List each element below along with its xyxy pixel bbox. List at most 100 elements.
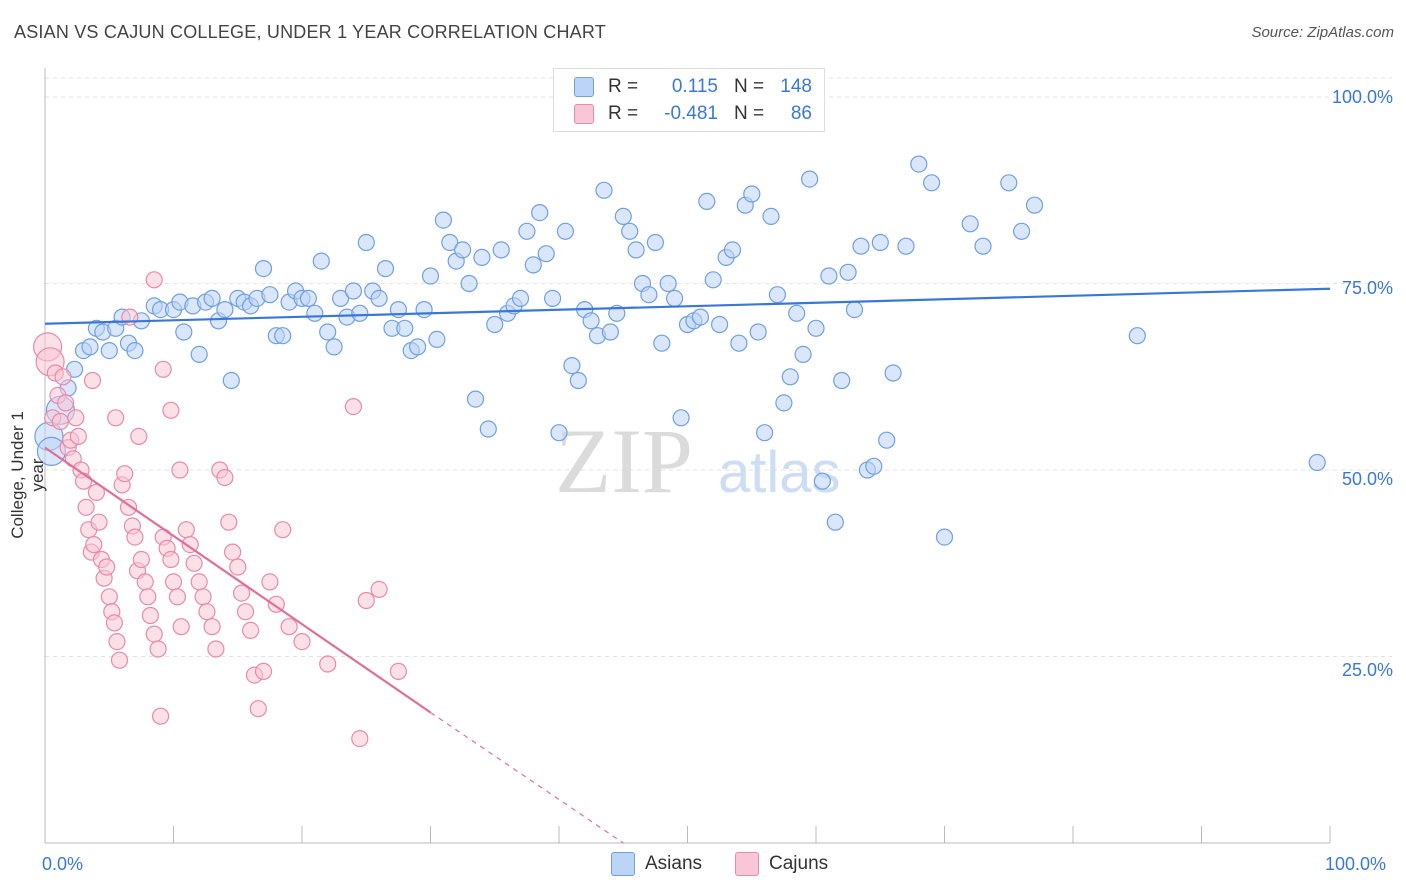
y-tick-label-50: 50.0% xyxy=(1341,469,1393,489)
asians-point xyxy=(762,207,780,225)
asians-point xyxy=(710,315,729,334)
asians-point xyxy=(659,274,677,293)
cajuns-point xyxy=(319,655,337,673)
x-tick-label-100: 100.0% xyxy=(1325,854,1387,874)
cajuns-point xyxy=(233,584,251,602)
cajuns-point xyxy=(249,700,267,718)
asians-point xyxy=(672,409,690,427)
asians-point xyxy=(922,174,941,192)
asians-point xyxy=(531,204,549,222)
grid-lines xyxy=(45,77,1392,657)
asians-point xyxy=(595,181,613,199)
cajuns-point xyxy=(280,618,298,636)
cajuns-point xyxy=(74,472,93,490)
asians-point xyxy=(306,304,324,322)
asians-point xyxy=(730,334,748,352)
cajuns-point xyxy=(185,554,203,572)
asians-point xyxy=(543,289,562,307)
y-tick-label-100: 100.0% xyxy=(1331,87,1393,107)
asians-point xyxy=(845,301,864,319)
cajuns-point xyxy=(344,398,362,416)
asians-point xyxy=(454,241,472,259)
cajuns-point xyxy=(126,528,144,546)
x-tick-label-0: 0.0% xyxy=(42,854,84,874)
legend-n-label: N = xyxy=(734,76,765,97)
asians-point xyxy=(1000,174,1018,192)
asians-point xyxy=(1025,196,1044,214)
asians-point xyxy=(563,357,581,375)
asians-point xyxy=(781,368,799,386)
asians-point xyxy=(698,192,716,210)
cajuns-point xyxy=(236,603,255,621)
asians-point xyxy=(370,289,388,307)
cajuns-point xyxy=(254,662,273,681)
asians-point xyxy=(788,304,806,322)
cajuns-point xyxy=(87,483,106,501)
cajuns-point xyxy=(181,535,199,554)
asians-point xyxy=(621,222,639,240)
cajuns-point xyxy=(69,427,88,445)
asians-point xyxy=(582,312,600,330)
asians-point xyxy=(325,338,343,356)
asians-point xyxy=(833,371,851,390)
legend-n-value: 148 xyxy=(780,76,812,97)
asians-point xyxy=(428,330,446,348)
cajuns-point xyxy=(229,558,247,576)
asians-point xyxy=(614,207,632,225)
cajuns-point xyxy=(261,573,279,591)
asians-point xyxy=(319,323,337,341)
bottom-legend-cajuns[interactable]: Cajuns xyxy=(735,852,828,876)
asians-point xyxy=(537,245,555,263)
cajuns-point xyxy=(389,662,407,681)
bottom-legend-label-asians: Asians xyxy=(645,853,703,874)
cajuns-point xyxy=(149,640,167,658)
legend-n-label: N = xyxy=(734,103,765,124)
bottom-legend-swatch-asians xyxy=(611,852,635,876)
legend-row-asians: R = 0.115 N = 148 xyxy=(574,75,812,99)
asians-point xyxy=(460,274,478,293)
cajuns-point xyxy=(177,521,195,539)
cajuns-point xyxy=(274,521,292,539)
y-tick-label-25: 25.0% xyxy=(1341,660,1393,680)
asians-point xyxy=(434,211,452,229)
asians-point xyxy=(813,472,832,490)
legend-row-cajuns: R = -0.481 N = 86 xyxy=(574,102,812,126)
asians-point xyxy=(511,289,530,307)
asians-point xyxy=(100,342,118,360)
asians-point xyxy=(222,371,240,390)
cajuns-point xyxy=(139,588,157,606)
cajuns-point xyxy=(85,535,103,554)
cajuns-point xyxy=(110,651,129,669)
asians-point xyxy=(175,323,193,341)
cajuns-point xyxy=(54,368,72,386)
asians-point xyxy=(800,170,819,188)
bottom-legend-swatch-cajuns xyxy=(735,852,759,876)
cajuns-point xyxy=(168,588,186,606)
asians-trend-line xyxy=(44,287,1331,325)
cajuns-point xyxy=(83,371,102,390)
cajuns-point xyxy=(77,498,95,516)
asians-point xyxy=(261,286,279,304)
asians-point xyxy=(409,338,427,356)
watermark-zip: ZIP xyxy=(555,410,693,512)
asians-point xyxy=(479,420,497,438)
asians-point xyxy=(839,263,857,281)
asians-point xyxy=(216,301,234,319)
cajuns-point xyxy=(141,606,159,625)
correlation-legend: R = 0.115 N = 148 R = -0.481 N = 86 xyxy=(553,68,825,132)
cajuns-point xyxy=(224,543,242,561)
legend-n-value: 86 xyxy=(790,103,812,124)
cajuns-point xyxy=(164,573,183,591)
asians-point xyxy=(653,334,671,352)
asians-point xyxy=(441,233,459,252)
cajuns-point xyxy=(116,465,134,483)
asians-point xyxy=(357,233,375,252)
asians-point xyxy=(910,155,928,173)
bottom-legend-asians[interactable]: Asians xyxy=(611,852,702,876)
asians-point xyxy=(466,390,485,408)
asians-point xyxy=(1308,453,1326,472)
asians-point xyxy=(518,222,536,240)
asians-point xyxy=(865,457,883,475)
cajuns-point xyxy=(207,640,225,658)
